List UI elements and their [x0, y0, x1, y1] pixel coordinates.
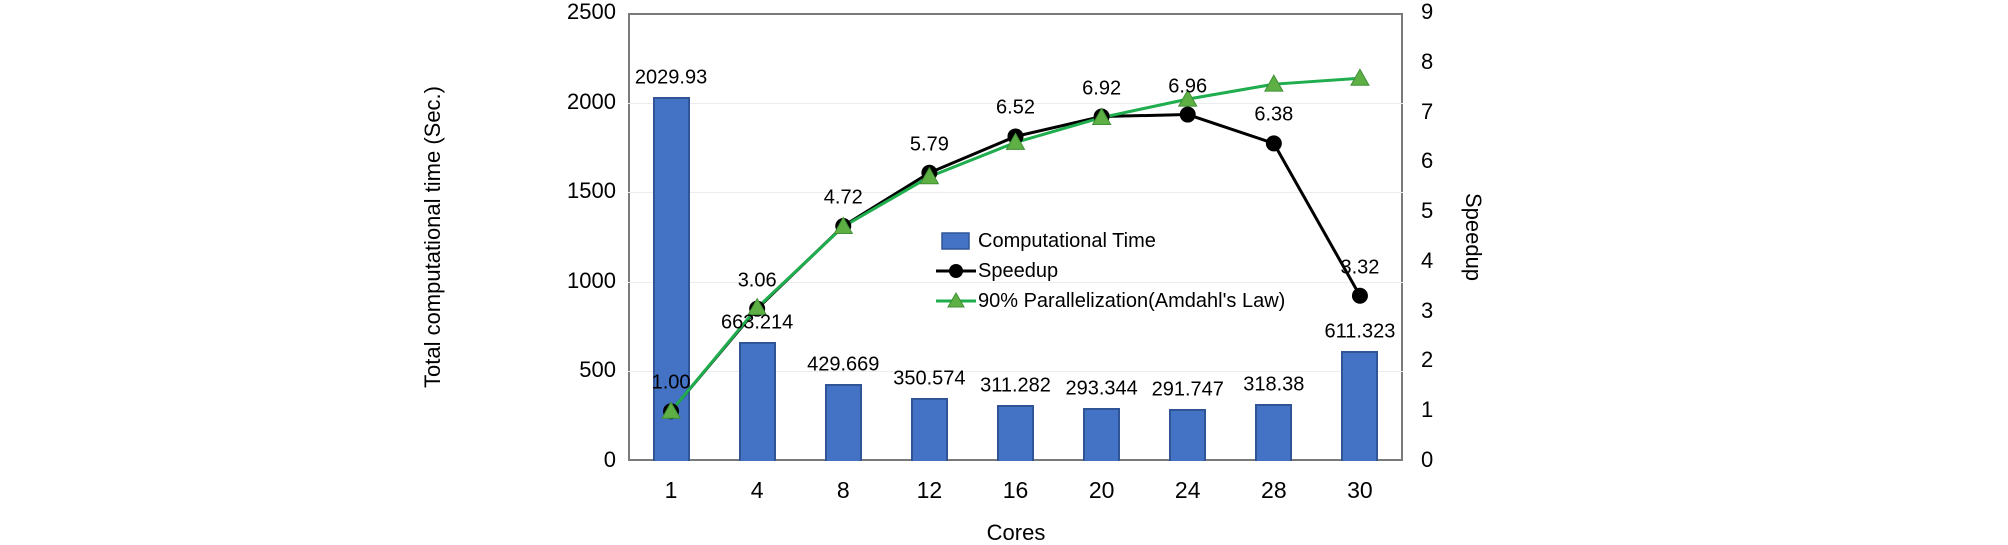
bar — [910, 398, 948, 461]
legend-item: Speedup — [936, 256, 1285, 286]
y-axis-title-right: Speedup — [1461, 192, 1486, 282]
bar-value-label: 429.669 — [807, 353, 880, 376]
bar — [1083, 408, 1121, 461]
y-axis-tick-right: 1 — [1421, 397, 1434, 423]
bar — [1255, 403, 1293, 461]
legend-item: Computational Time — [936, 226, 1285, 256]
legend-label: Computational Time — [978, 229, 1156, 252]
x-axis-tick: 4 — [750, 477, 764, 503]
speedup-point-label: 1.00 — [651, 371, 691, 394]
x-axis-tick: 8 — [836, 477, 850, 503]
bar — [1169, 408, 1207, 461]
y-axis-tick-left: 1500 — [567, 178, 616, 204]
speedup-point-label: 4.72 — [823, 186, 863, 209]
bar-value-label: 663.214 — [721, 311, 794, 334]
bar — [652, 97, 690, 461]
y-axis-title-left: Total computational time (Sec.) — [420, 85, 445, 389]
y-axis-tick-right: 9 — [1421, 0, 1434, 24]
legend: Computational Time Speedup 90% Paralleliza… — [936, 226, 1285, 316]
bar — [997, 405, 1034, 461]
bar-value-label: 318.38 — [1243, 373, 1305, 396]
y-axis-tick-left: 2000 — [567, 88, 616, 114]
y-axis-tick-left: 0 — [603, 446, 616, 472]
x-axis-tick: 20 — [1088, 477, 1115, 503]
x-axis-tick: 30 — [1347, 477, 1373, 503]
legend-item: 90% Parallelization(Amdahl's Law) — [936, 286, 1285, 316]
y-axis-tick-right: 2 — [1421, 347, 1434, 373]
y-axis-tick-right: 6 — [1421, 148, 1434, 174]
speedup-point-label: 5.79 — [909, 133, 949, 156]
bar-value-label: 350.574 — [893, 367, 966, 390]
y-axis-tick-right: 3 — [1421, 297, 1434, 323]
legend-triangle-swatch-icon — [936, 291, 976, 308]
bar — [1341, 351, 1379, 461]
speedup-point-label: 6.92 — [1082, 77, 1122, 100]
bar-value-label: 2029.93 — [634, 66, 708, 89]
legend-square-swatch-icon — [941, 232, 970, 250]
gridline — [628, 192, 1403, 194]
y-axis-tick-right: 0 — [1421, 446, 1434, 472]
legend-circle-swatch-icon — [936, 264, 976, 278]
bar-value-label: 293.344 — [1065, 377, 1138, 400]
bar — [824, 384, 862, 461]
bar — [738, 342, 776, 461]
legend-label: Speedup — [978, 259, 1059, 282]
x-axis-tick: 24 — [1174, 477, 1201, 503]
bar-value-label: 311.282 — [980, 374, 1051, 397]
bar-value-label: 611.323 — [1324, 320, 1396, 343]
x-axis-tick: 16 — [1002, 477, 1029, 503]
y-axis-tick-right: 4 — [1421, 247, 1434, 273]
speedup-point-label: 6.96 — [1168, 75, 1208, 98]
speedup-point-label: 3.32 — [1340, 256, 1380, 279]
y-axis-tick-left: 1000 — [567, 267, 616, 293]
y-axis-tick-right: 7 — [1421, 98, 1434, 124]
speedup-point-label: 6.38 — [1254, 103, 1294, 126]
y-axis-tick-right: 8 — [1421, 48, 1434, 74]
y-axis-tick-left: 2500 — [567, 0, 616, 24]
x-axis-tick: 1 — [664, 477, 678, 503]
y-axis-tick-right: 5 — [1421, 198, 1434, 224]
y-axis-tick-left: 500 — [579, 357, 616, 383]
speedup-point-label: 6.52 — [996, 96, 1035, 119]
x-axis-tick: 28 — [1261, 477, 1287, 503]
speedup-point-label: 3.06 — [737, 269, 777, 292]
x-axis-title: Cores — [986, 520, 1046, 545]
legend-label: 90% Parallelization(Amdahl's Law) — [978, 289, 1286, 312]
x-axis-tick: 12 — [916, 477, 943, 503]
bar-value-label: 291.747 — [1151, 378, 1224, 401]
